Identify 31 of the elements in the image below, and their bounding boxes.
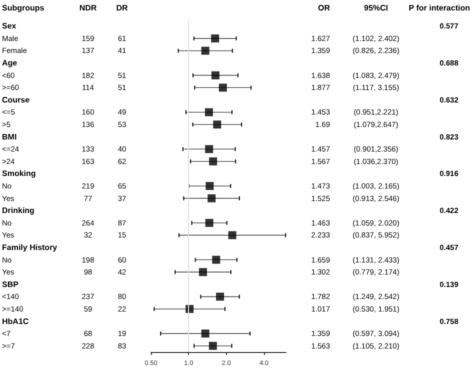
text: DR xyxy=(116,4,128,12)
category-label: Sex xyxy=(2,22,17,31)
category-label: Age xyxy=(2,58,18,68)
category-label: Family History xyxy=(2,242,58,252)
point xyxy=(209,157,218,166)
category-label: Drinking xyxy=(2,206,35,216)
text: 95%CI xyxy=(364,4,388,12)
category-label: SBP xyxy=(2,280,20,289)
point xyxy=(213,120,222,129)
point xyxy=(205,145,214,154)
text: OR xyxy=(318,4,330,12)
point xyxy=(198,268,207,276)
point xyxy=(218,84,227,92)
point xyxy=(211,34,220,42)
text: Subgroups xyxy=(2,4,45,12)
point xyxy=(208,194,216,202)
point xyxy=(206,182,214,190)
text: NDR xyxy=(79,4,97,12)
point xyxy=(208,342,217,350)
point xyxy=(216,292,224,301)
point xyxy=(212,256,220,264)
point xyxy=(205,218,214,227)
point xyxy=(201,330,210,338)
text: P for interaction xyxy=(408,4,470,12)
category-label: HbA1C xyxy=(2,316,29,326)
category-label: Course xyxy=(2,95,30,104)
category-label: Smoking xyxy=(2,169,36,178)
category-label: BMI xyxy=(2,132,17,142)
point xyxy=(201,46,210,55)
point xyxy=(211,71,220,80)
point xyxy=(204,108,213,116)
